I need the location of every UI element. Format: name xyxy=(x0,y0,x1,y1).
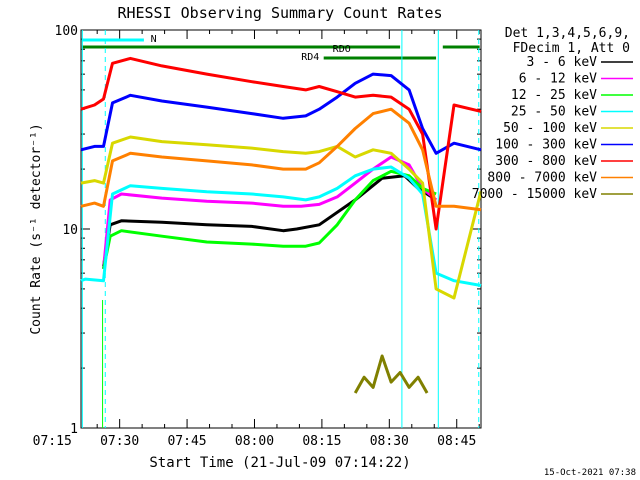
legend-label: 100 - 300 keV xyxy=(495,138,597,153)
legend: Det 1,3,4,5,6,9, FDecim 1, Att 0 3 - 6 k… xyxy=(472,26,633,202)
series-layer xyxy=(80,56,483,394)
chart-title: RHESSI Observing Summary Count Rates xyxy=(117,4,442,22)
x-tick-label: 08:30 xyxy=(370,434,409,449)
x-tick-label: 08:45 xyxy=(437,434,476,449)
x-tick-label: 07:30 xyxy=(100,434,139,449)
series-line xyxy=(102,169,437,270)
legend-header-1: Det 1,3,4,5,6,9, xyxy=(505,26,630,41)
legend-header-2: FDecim 1, Att 0 xyxy=(513,41,630,56)
x-axis-ticks: 07:15 07:30 07:45 08:00 08:15 08:30 08:45 xyxy=(33,30,480,449)
x-axis-label: Start Time (21-Jul-09 07:14:22) xyxy=(149,455,410,471)
y-tick-label: 1 xyxy=(70,422,78,437)
legend-label: 6 - 12 keV xyxy=(519,72,597,87)
legend-label: 12 - 25 keV xyxy=(511,88,597,103)
legend-label: 7000 - 15000 keV xyxy=(472,187,597,202)
y-tick-label: 10 xyxy=(62,223,78,238)
legend-label: 25 - 50 keV xyxy=(511,105,597,120)
series-line xyxy=(353,354,429,394)
x-tick-label: 07:15 xyxy=(33,434,72,449)
legend-label: 800 - 7000 keV xyxy=(487,171,597,186)
y-tick-label: 100 xyxy=(55,24,78,39)
y-axis-label: Count Rate (s⁻¹ detector⁻¹) xyxy=(29,123,44,334)
series-line xyxy=(80,165,482,287)
series-line xyxy=(80,107,482,212)
x-tick-label: 08:00 xyxy=(235,434,274,449)
series-line xyxy=(80,135,483,300)
series-line xyxy=(80,56,482,231)
legend-label: 3 - 6 keV xyxy=(527,55,598,70)
footer-timestamp: 15-Oct-2021 07:38 xyxy=(544,468,636,478)
rd4-label: RD4 xyxy=(301,52,319,63)
x-tick-label: 08:15 xyxy=(302,434,341,449)
legend-label: 50 - 100 keV xyxy=(503,121,597,136)
series-line xyxy=(102,174,437,267)
series-line xyxy=(80,72,482,155)
attenuator-label: N xyxy=(151,34,157,45)
x-tick-label: 07:45 xyxy=(167,434,206,449)
legend-label: 300 - 800 keV xyxy=(495,154,597,169)
rd0-label: RDO xyxy=(333,44,351,55)
